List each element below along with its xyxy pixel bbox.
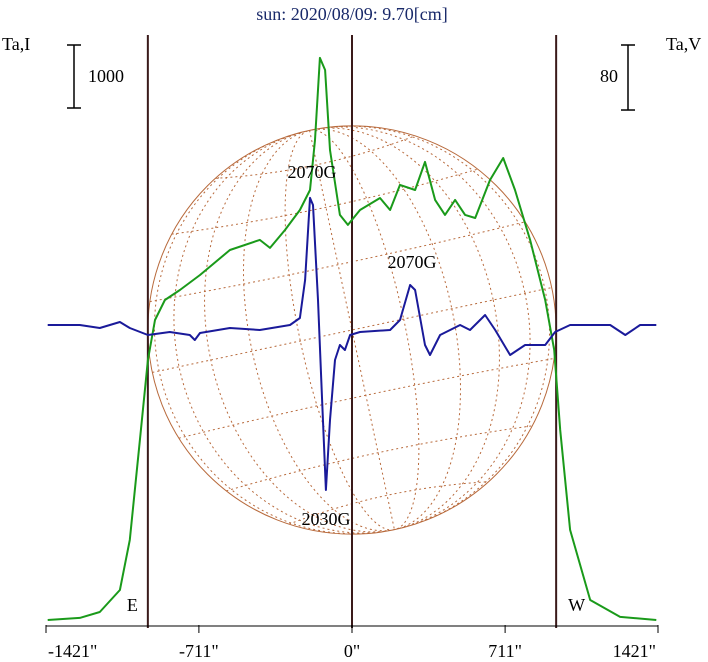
x-tick-label: 1421": [613, 641, 656, 661]
y2-axis-label: Ta,V: [666, 34, 701, 54]
annotation: 2030G: [302, 509, 351, 529]
x-tick-label: 0": [344, 641, 360, 661]
series-line: [47, 56, 657, 621]
limb-label: W: [568, 595, 585, 615]
meridian: [309, 130, 395, 530]
scale-label: 80: [600, 66, 618, 86]
series-line: [47, 196, 657, 491]
y-axis-label: Ta,I: [2, 34, 30, 54]
parallel: [215, 135, 416, 179]
annotation: 2070G: [388, 252, 437, 272]
x-tick-label: -1421": [48, 641, 97, 661]
parallel: [178, 357, 555, 439]
parallel: [152, 287, 552, 373]
parallel: [226, 425, 533, 492]
parallel: [171, 168, 478, 235]
scale-label: 1000: [88, 66, 124, 86]
parallel: [149, 221, 526, 303]
x-tick-label: 711": [488, 641, 522, 661]
limb-label: E: [127, 595, 138, 615]
parallel: [288, 481, 489, 525]
chart-title: sun: 2020/08/09: 9.70[cm]: [256, 4, 448, 24]
x-tick-label: -711": [179, 641, 219, 661]
annotation: 2070G: [288, 162, 337, 182]
